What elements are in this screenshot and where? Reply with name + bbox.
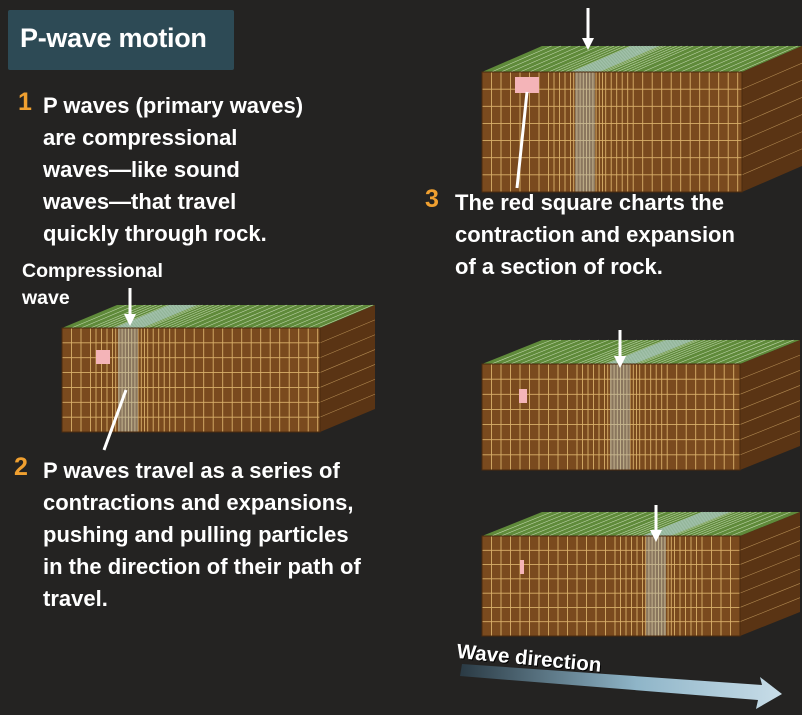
- red-square-marker: [515, 77, 539, 93]
- compression-arrow-block-1: [124, 288, 136, 326]
- step-1-line: waves—that travel: [43, 189, 237, 214]
- step-3-line: The red square charts the: [455, 190, 724, 215]
- step-1-text: P waves (primary waves) are compressiona…: [43, 90, 303, 250]
- step-1-line: are compressional: [43, 125, 238, 150]
- step-1-number: 1: [18, 88, 32, 116]
- compressional-wave-label: Compressional wave: [22, 258, 163, 312]
- leader-line-step-3: [515, 91, 529, 189]
- step-2-line: contractions and expansions,: [43, 490, 354, 515]
- step-3-text: The red square charts the contraction an…: [455, 187, 735, 283]
- title-box: [8, 10, 234, 70]
- diagram-title: P-wave motion: [20, 23, 207, 53]
- step-3-line: of a section of rock.: [455, 254, 663, 279]
- rock-block-4: [481, 511, 801, 637]
- step-2-line: in the direction of their path of: [43, 554, 361, 579]
- step-2-text: P waves travel as a series of contractio…: [43, 455, 361, 615]
- red-square-marker: [519, 389, 527, 403]
- step-2-line: P waves travel as a series of: [43, 458, 340, 483]
- compressional-wave-label-line: wave: [22, 287, 70, 309]
- compression-arrow-block-2: [582, 8, 594, 50]
- step-1-line: quickly through rock.: [43, 221, 267, 246]
- red-square-marker: [96, 350, 110, 364]
- step-2-number: 2: [14, 453, 28, 481]
- leader-line-step-2: [102, 389, 128, 451]
- step-1-line: waves—like sound: [43, 157, 240, 182]
- step-2-line: travel.: [43, 586, 108, 611]
- rock-block-3: [481, 339, 801, 471]
- step-3-number: 3: [425, 185, 439, 213]
- rock-block-1: [61, 304, 376, 433]
- wave-direction-arrow: [460, 664, 782, 709]
- compressional-wave-label-line: Compressional: [22, 260, 163, 282]
- compression-arrow-block-4: [650, 505, 662, 542]
- step-3-line: contraction and expansion: [455, 222, 735, 247]
- compression-arrow-block-3: [614, 330, 626, 368]
- step-2-line: pushing and pulling particles: [43, 522, 349, 547]
- step-1-line: P waves (primary waves): [43, 93, 304, 118]
- rock-block-2: [481, 45, 802, 193]
- red-square-marker: [520, 560, 524, 574]
